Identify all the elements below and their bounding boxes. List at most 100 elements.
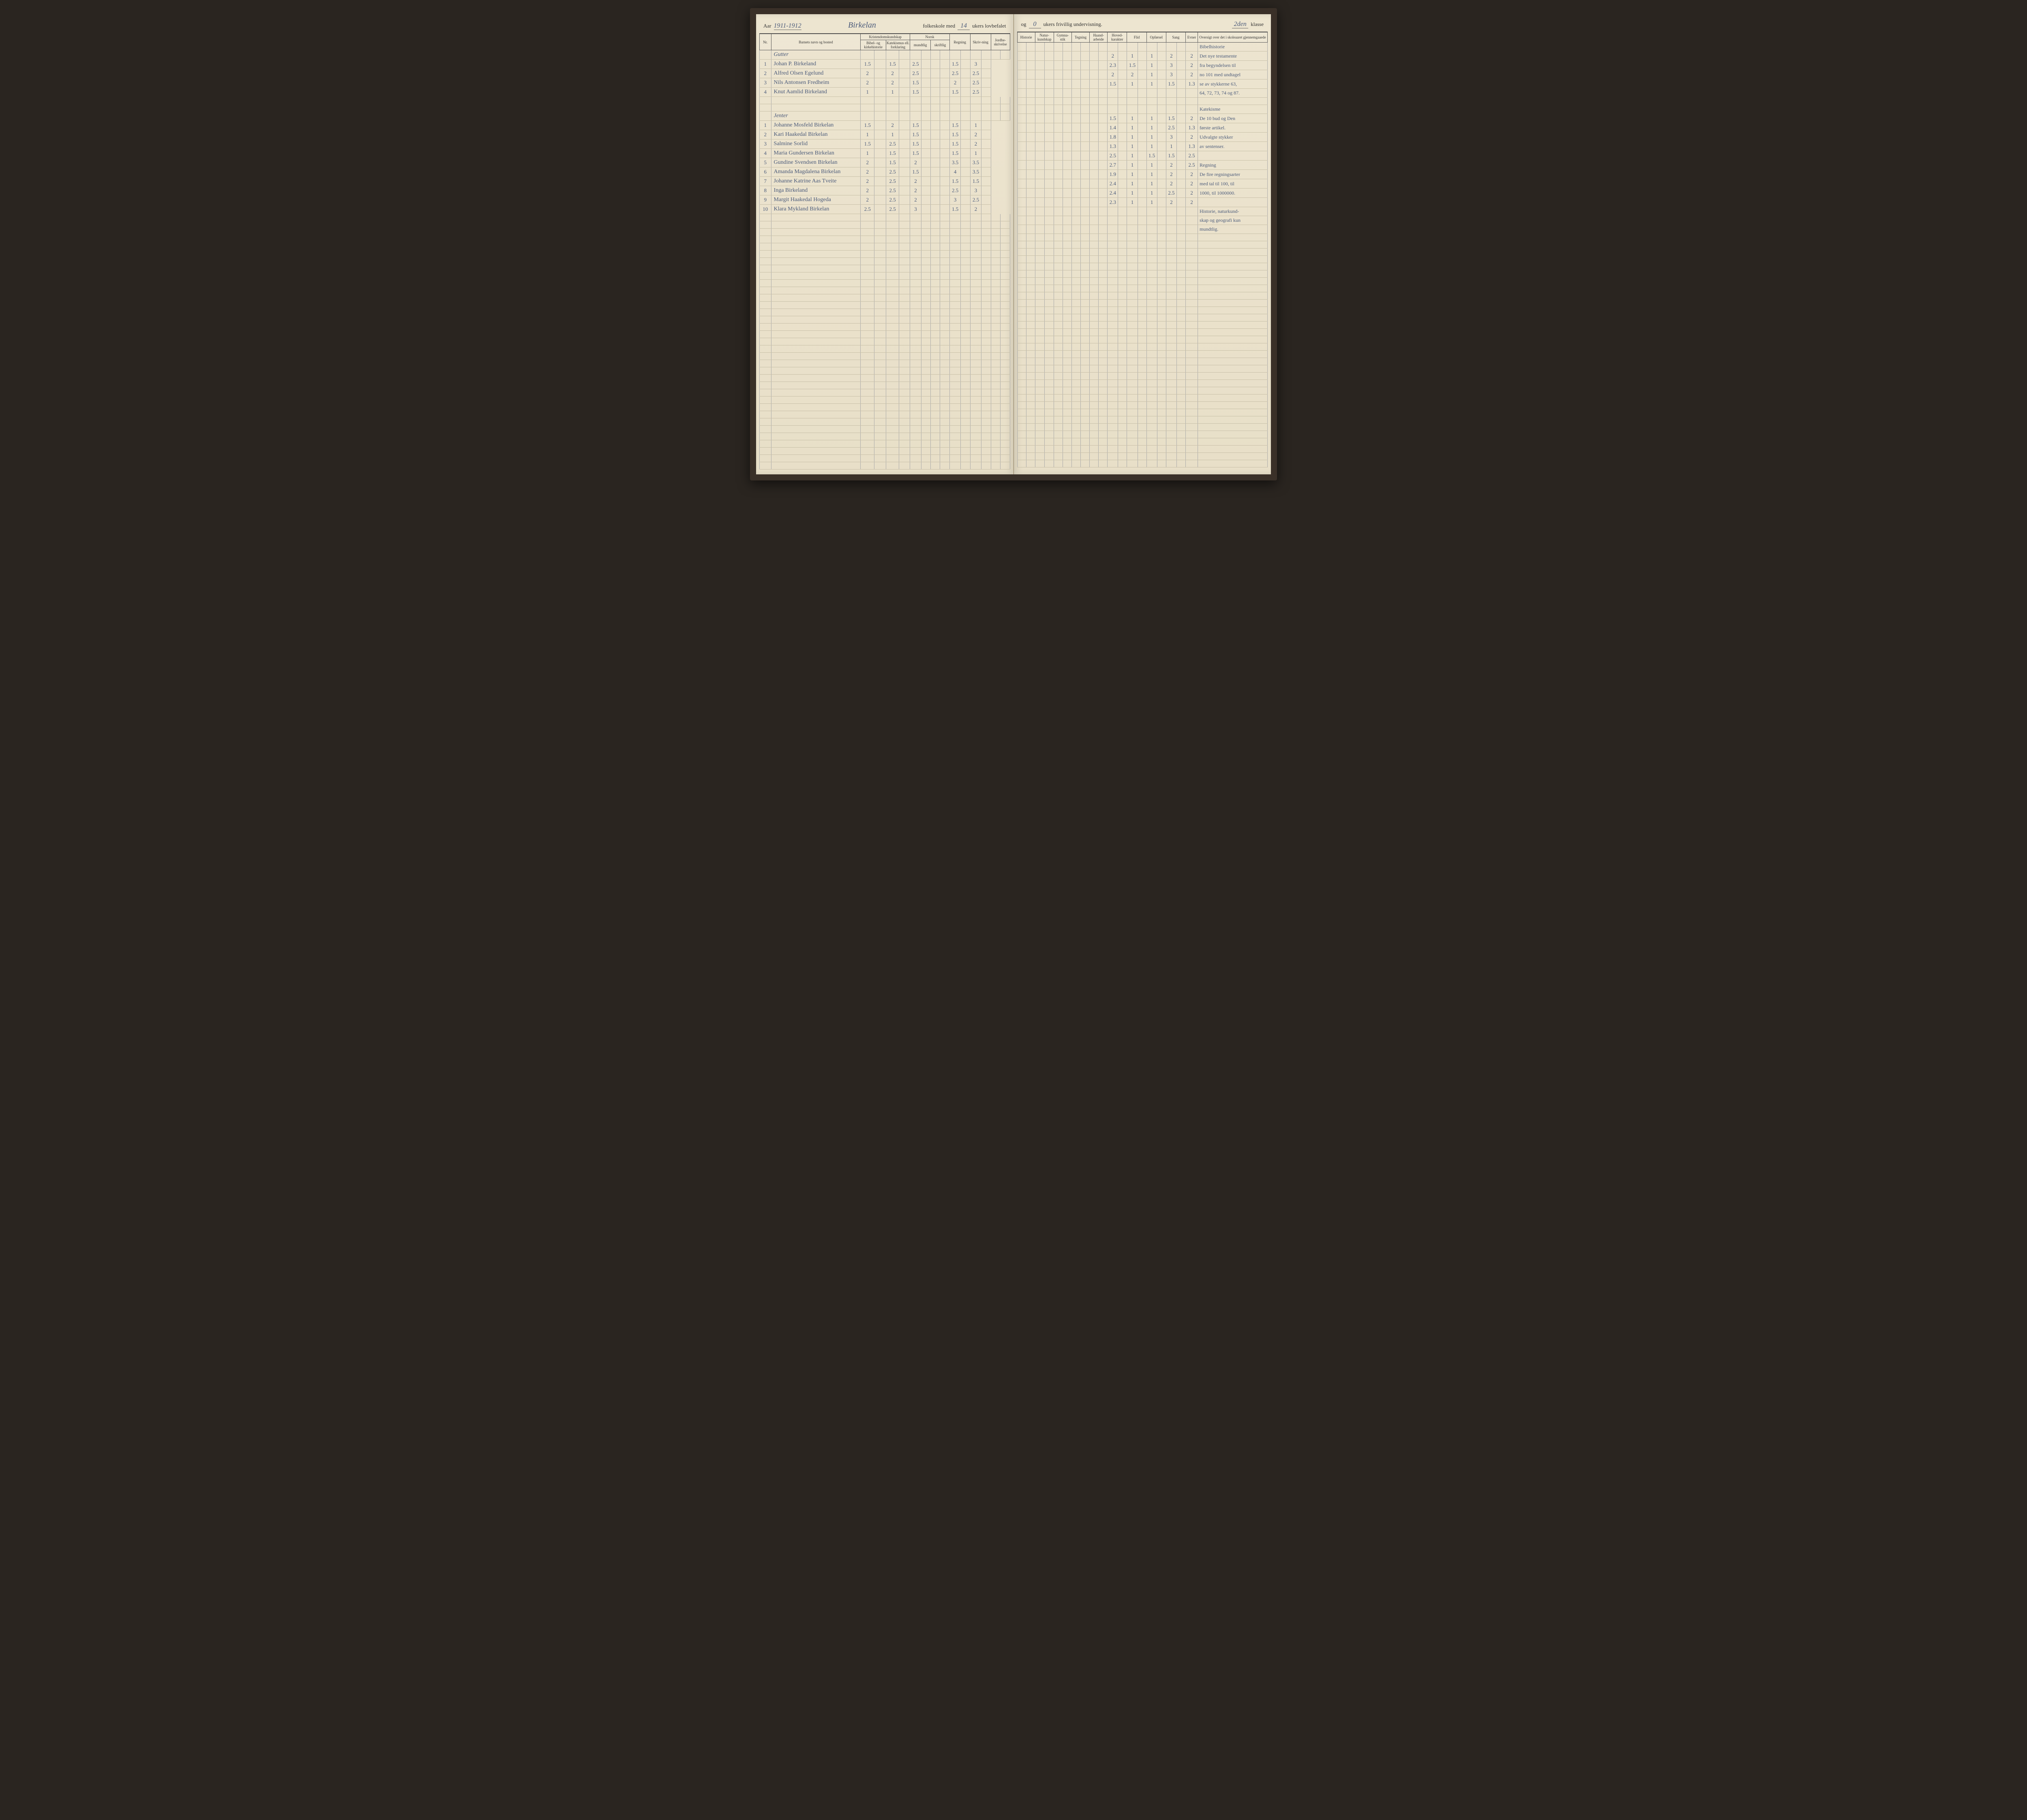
grade-cell: 2 — [1166, 161, 1176, 170]
grade-cell — [931, 69, 940, 78]
table-row: 7 Johanne Katrine Aas Tveite 2 2.5 2 1.5… — [760, 177, 1010, 186]
grade-cell: 1.5 — [949, 139, 961, 149]
grade-cell — [931, 88, 940, 97]
nr-cell: 2 — [760, 130, 771, 139]
name-cell: Margit Haakedal Hogeda — [771, 195, 861, 205]
grade-cell: 1.5 — [949, 88, 961, 97]
table-row: 1 Johanne Mosfeld Birkelan 1.5 2 1.5 1.5… — [760, 121, 1010, 130]
grade-cell — [931, 205, 940, 214]
table-row: 10 Klara Mykland Birkelan 2.5 2.5 3 1.5 … — [760, 205, 1010, 214]
grade-cell: 1.5 — [949, 130, 961, 139]
table-row — [1017, 358, 1268, 365]
grade-cell: 1.5 — [1108, 114, 1118, 123]
table-row — [1017, 314, 1268, 322]
right-header: og 0 ukers frivillig undervisning. 2den … — [1017, 19, 1268, 32]
grade-cell: 2.5 — [949, 186, 961, 195]
table-row — [1017, 270, 1268, 278]
notes-cell: Katekisme — [1198, 105, 1268, 114]
grade-cell: 2.4 — [1108, 179, 1118, 189]
table-row: 3 Nils Antonsen Fredheim 2 2 1.5 2 2.5 — [760, 78, 1010, 88]
notes-cell: 64, 72, 73, 74 og 87. — [1198, 89, 1268, 98]
nr-cell: 9 — [760, 195, 771, 205]
table-row: 2.7 1 1 2 2.5Regning — [1017, 161, 1268, 170]
grade-cell: 1 — [1146, 179, 1157, 189]
grade-cell: 2 — [1185, 170, 1198, 179]
grade-cell: 2 — [861, 78, 874, 88]
table-row: 2 Alfred Olsen Egelund 2 2 2.5 2.5 2.5 — [760, 69, 1010, 78]
table-row — [760, 411, 1010, 418]
grade-cell: 1 — [1127, 142, 1138, 151]
grade-cell: 1 — [1146, 198, 1157, 207]
table-row: 4 Maria Gundersen Birkelan 1 1.5 1.5 1.5… — [760, 149, 1010, 158]
grade-cell: 2.3 — [1108, 61, 1118, 70]
grade-cell: 1 — [1127, 79, 1138, 89]
aar-label: Aar — [763, 23, 771, 29]
grade-cell: 1.8 — [1108, 133, 1118, 142]
table-row: 6 Amanda Magdalena Birkelan 2 2.5 1.5 4 … — [760, 167, 1010, 177]
table-row: 8 Inga Birkeland 2 2.5 2 2.5 3 — [760, 186, 1010, 195]
table-row — [1017, 300, 1268, 307]
notes-cell — [1198, 198, 1268, 207]
col-haandarbeide: Haand-arbeide — [1090, 32, 1108, 43]
grade-cell — [931, 78, 940, 88]
grade-cell: 1.4 — [1108, 123, 1118, 133]
name-cell: Johanne Mosfeld Birkelan — [771, 121, 861, 130]
grade-cell: 1.5 — [949, 121, 961, 130]
grade-cell: 1.5 — [886, 60, 899, 69]
col-navn: Barnets navn og bosted — [771, 34, 861, 50]
grade-cell: 2 — [949, 78, 961, 88]
folkeskole-text: folkeskole med — [923, 23, 955, 29]
right-page: og 0 ukers frivillig undervisning. 2den … — [1014, 14, 1271, 474]
table-row — [1017, 263, 1268, 270]
grade-cell: 1.5 — [886, 158, 899, 167]
grade-cell: 2 — [1185, 70, 1198, 79]
table-row — [1017, 98, 1268, 105]
grade-cell: 3.5 — [949, 158, 961, 167]
grade-cell: 1 — [886, 88, 899, 97]
grade-cell — [931, 60, 940, 69]
grade-cell: 1 — [1127, 123, 1138, 133]
grade-cell: 2 — [861, 167, 874, 177]
grade-cell: 2 — [1127, 70, 1138, 79]
table-row: mundtlig. — [1017, 225, 1268, 234]
grade-cell: 1 — [1127, 133, 1138, 142]
table-row — [760, 243, 1010, 251]
grade-cell: 1.5 — [910, 78, 921, 88]
col-evner: Evner — [1185, 32, 1198, 43]
table-row — [760, 302, 1010, 309]
col-opforsel: Opførsel — [1146, 32, 1166, 43]
grade-cell: 1 — [1146, 61, 1157, 70]
name-cell: Alfred Olsen Egelund — [771, 69, 861, 78]
grade-cell: 2.5 — [886, 177, 899, 186]
notes-cell: De 10 bud og Den — [1198, 114, 1268, 123]
grade-cell: 1 — [1127, 151, 1138, 161]
col-historie: Historie — [1017, 32, 1035, 43]
grade-cell: 1.5 — [1108, 79, 1118, 89]
grade-cell: 1 — [1166, 142, 1176, 151]
left-header: Aar 1911-1912 Birkelan folkeskole med 14… — [759, 19, 1010, 34]
table-row — [1017, 387, 1268, 394]
weeks-lovbefalet: 14 — [958, 22, 970, 30]
table-row — [760, 389, 1010, 397]
table-row — [1017, 256, 1268, 263]
name-cell: Kari Haakedal Birkelan — [771, 130, 861, 139]
grade-cell: 1.5 — [861, 60, 874, 69]
notes-cell: 1000, til 1000000. — [1198, 189, 1268, 198]
table-row: 2.4 1 1 2.5 21000, til 1000000. — [1017, 189, 1268, 198]
grade-cell: 2 — [910, 186, 921, 195]
grade-cell: 1.5 — [910, 121, 921, 130]
left-page: Aar 1911-1912 Birkelan folkeskole med 14… — [756, 14, 1014, 474]
klasse-value: 2den — [1232, 21, 1248, 28]
table-row: 2.4 1 1 2 2med tal til 100, til — [1017, 179, 1268, 189]
grade-cell: 1 — [1146, 114, 1157, 123]
grade-cell: 1.5 — [1146, 151, 1157, 161]
table-row — [760, 338, 1010, 345]
grade-cell: 1 — [1146, 79, 1157, 89]
name-cell: Gundine Svendsen Birkelan — [771, 158, 861, 167]
col-sang: Sang — [1166, 32, 1185, 43]
grade-cell: 2 — [1185, 133, 1198, 142]
grade-cell — [931, 130, 940, 139]
grade-cell: 1 — [1127, 170, 1138, 179]
grade-cell: 2 — [1108, 51, 1118, 61]
grade-cell: 2.5 — [886, 195, 899, 205]
